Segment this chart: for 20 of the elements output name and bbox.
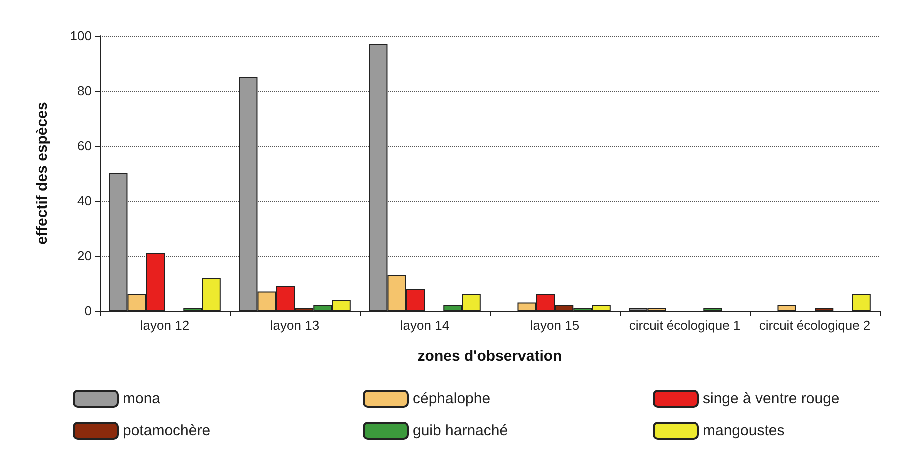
y-tick-label: 0: [84, 304, 92, 318]
x-tick-label: layon 15: [530, 318, 580, 333]
x-tick-label: layon 13: [270, 318, 320, 333]
x-tick-label: layon 14: [400, 318, 450, 333]
y-tick-label: 40: [78, 194, 92, 208]
x-tick-label: circuit écologique 1: [629, 318, 741, 333]
y-tick-label: 80: [78, 84, 92, 98]
legend-label: mangoustes: [703, 422, 785, 440]
legend-label: céphalophe: [413, 390, 491, 408]
y-tick-label: 60: [78, 138, 92, 154]
legend-label: singe à ventre rouge: [703, 390, 840, 408]
legend-label: guib harnaché: [413, 422, 508, 440]
legend-label: mona: [123, 390, 162, 408]
y-axis-title: effectif des espèces: [34, 102, 51, 245]
legend-label: potamochère: [123, 422, 211, 440]
y-tick-label: 100: [70, 28, 92, 44]
x-tick-label: circuit écologique 2: [759, 318, 871, 333]
x-tick-label: layon 12: [140, 318, 190, 333]
x-axis-title: zones d'observation: [418, 348, 562, 365]
y-tick-label: 20: [78, 248, 92, 264]
